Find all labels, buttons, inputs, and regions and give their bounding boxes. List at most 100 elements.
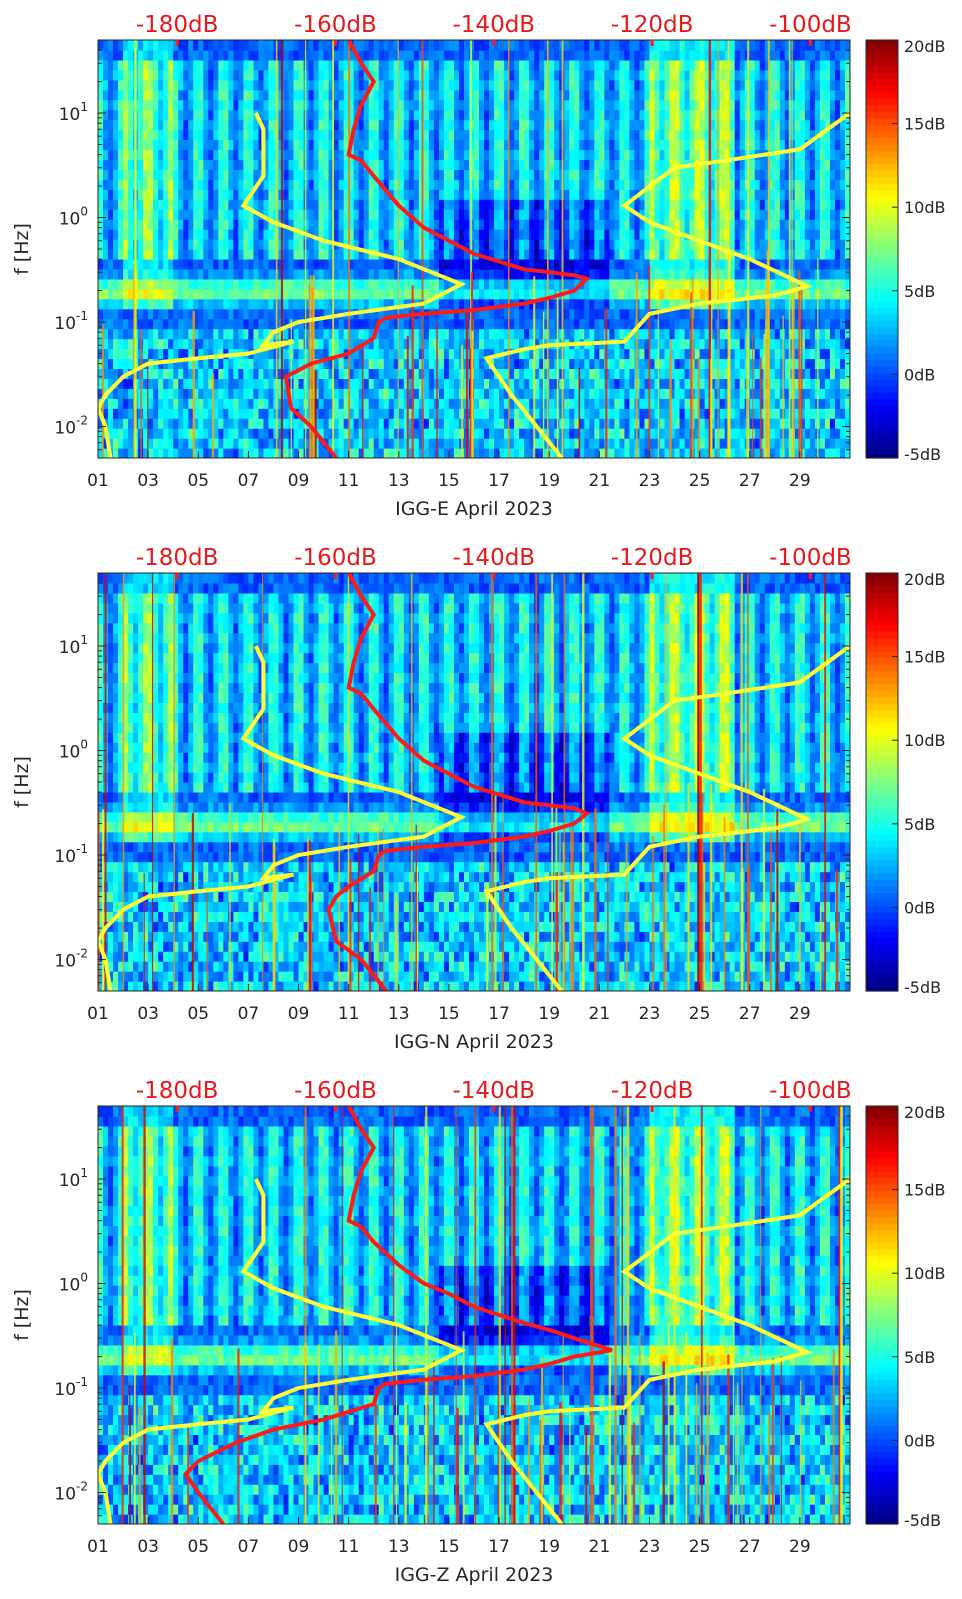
colorbar-tick-label: 0dB — [904, 898, 935, 917]
top-axis-label: -160dB — [294, 1078, 377, 1104]
top-axis-label: -180dB — [136, 545, 219, 571]
x-tick-label: 07 — [238, 1537, 260, 1557]
x-tick-label: 27 — [739, 471, 761, 491]
x-tick-label: 29 — [789, 1537, 811, 1557]
x-axis-label: IGG-E April 2023 — [395, 498, 553, 520]
x-tick-label: 09 — [288, 471, 310, 491]
x-tick-label: 03 — [137, 471, 159, 491]
yellow-curve-left — [98, 1178, 467, 1524]
top-axis-label: -120dB — [611, 545, 694, 571]
y-tick-label: 10-1 — [54, 1375, 88, 1400]
colorbar-tick-label: 20dB — [904, 1103, 946, 1122]
x-tick-label: 07 — [238, 1004, 260, 1024]
x-tick-label: 03 — [137, 1004, 159, 1024]
y-tick-label: 10-1 — [54, 842, 88, 867]
top-axis-label: -120dB — [611, 1078, 694, 1104]
colorbar-tick-label: 5dB — [904, 282, 935, 301]
y-tick-label: 100 — [59, 738, 88, 763]
x-tick-label: 13 — [388, 471, 410, 491]
x-tick-label: 01 — [87, 1004, 109, 1024]
x-tick-label: 15 — [438, 471, 460, 491]
colorbar-tick-label: 5dB — [904, 1348, 935, 1367]
colorbar-tick-label: -5dB — [904, 445, 941, 464]
x-tick-label: 17 — [488, 471, 510, 491]
x-tick-label: 21 — [589, 1537, 611, 1557]
x-tick-label: 27 — [739, 1537, 761, 1557]
colorbar-tick-label: 10dB — [904, 198, 946, 217]
x-tick-label: 17 — [488, 1537, 510, 1557]
x-tick-label: 09 — [288, 1537, 310, 1557]
top-axis-label: -100dB — [769, 1078, 852, 1104]
top-axis-label: -100dB — [769, 12, 852, 38]
top-axis-label: -180dB — [136, 1078, 219, 1104]
x-tick-label: 25 — [689, 471, 711, 491]
y-tick-label: 100 — [59, 205, 88, 230]
y-tick-label: 10-2 — [54, 414, 88, 439]
y-axis-label: f [Hz] — [11, 1289, 33, 1341]
top-axis-label: -140dB — [453, 545, 536, 571]
x-tick-label: 05 — [187, 471, 209, 491]
colorbar-tick-label: 0dB — [904, 365, 935, 384]
colorbar-tick-label: 20dB — [904, 570, 946, 589]
colorbar-tick-label: 15dB — [904, 1181, 946, 1200]
yellow-curve-left — [98, 112, 467, 458]
yellow-curve-right — [483, 1177, 850, 1524]
top-axis-label: -120dB — [611, 12, 694, 38]
y-tick-label: 101 — [59, 1166, 88, 1191]
spectrogram-panel-2: 01 03 05 07 09 11 13 15 17 19 21 23 25 27 29 10-2 10-1 10… — [0, 533, 962, 1066]
x-tick-label: 29 — [789, 471, 811, 491]
x-tick-label: 05 — [187, 1004, 209, 1024]
colorbar-tick-label: 15dB — [904, 648, 946, 667]
top-axis-label: -140dB — [453, 1078, 536, 1104]
x-tick-label: 21 — [589, 471, 611, 491]
y-axis-label: f [Hz] — [11, 223, 33, 275]
y-tick-label: 101 — [59, 100, 88, 125]
y-tick-label: 100 — [59, 1271, 88, 1296]
spectrogram-svg: 01 03 05 07 09 11 13 15 17 19 21 23 25 27 29 10-2 10-1 10… — [11, 12, 946, 520]
x-tick-label: 23 — [639, 471, 661, 491]
x-tick-label: 01 — [87, 471, 109, 491]
x-tick-label: 25 — [689, 1004, 711, 1024]
red-curve — [183, 1106, 613, 1524]
colorbar-tick-label: 20dB — [904, 37, 946, 56]
spectrogram-panel-1: 01 03 05 07 09 11 13 15 17 19 21 23 25 27 29 10-2 10-1 10… — [0, 0, 962, 533]
spectrogram-svg: 01 03 05 07 09 11 13 15 17 19 21 23 25 27 29 10-2 10-1 10… — [11, 1078, 946, 1586]
x-axis-label: IGG-Z April 2023 — [395, 1564, 554, 1586]
y-tick-label: 10-2 — [54, 1480, 88, 1505]
y-axis-label: f [Hz] — [11, 756, 33, 808]
y-tick-label: 10-1 — [54, 309, 88, 334]
colorbar-tick-label: 15dB — [904, 115, 946, 134]
colorbar-tick-label: 10dB — [904, 1264, 946, 1283]
heatmap — [98, 40, 850, 458]
x-tick-label: 13 — [388, 1004, 410, 1024]
x-tick-label: 13 — [388, 1537, 410, 1557]
x-tick-label: 01 — [87, 1537, 109, 1557]
colorbar-tick-label: -5dB — [904, 978, 941, 997]
yellow-curve-left — [98, 645, 467, 991]
x-tick-label: 05 — [187, 1537, 209, 1557]
yellow-curve-right — [483, 111, 850, 458]
red-curve — [326, 573, 591, 991]
x-tick-label: 29 — [789, 1004, 811, 1024]
x-tick-label: 07 — [238, 471, 260, 491]
colorbar: 20dB 15dB 10dB 5dB 0dB -5dB — [865, 1103, 946, 1530]
colorbar: 20dB 15dB 10dB 5dB 0dB -5dB — [865, 37, 946, 464]
top-axis-label: -180dB — [136, 12, 219, 38]
x-axis-label: IGG-N April 2023 — [394, 1031, 554, 1053]
spectrogram-panel-3: 01 03 05 07 09 11 13 15 17 19 21 23 25 27 29 10-2 10-1 10… — [0, 1066, 962, 1599]
x-tick-label: 19 — [538, 1537, 560, 1557]
spectrogram-svg: 01 03 05 07 09 11 13 15 17 19 21 23 25 27 29 10-2 10-1 10… — [11, 545, 946, 1053]
x-tick-label: 11 — [338, 471, 360, 491]
x-tick-label: 23 — [639, 1537, 661, 1557]
yellow-curve-right — [483, 644, 850, 991]
top-axis-label: -160dB — [294, 12, 377, 38]
red-curve — [283, 40, 591, 458]
x-tick-label: 23 — [639, 1004, 661, 1024]
heatmap — [98, 573, 850, 991]
colorbar-tick-label: -5dB — [904, 1511, 941, 1530]
x-tick-label: 19 — [538, 1004, 560, 1024]
x-tick-label: 03 — [137, 1537, 159, 1557]
heatmap — [98, 1106, 850, 1524]
colorbar-tick-label: 0dB — [904, 1431, 935, 1450]
